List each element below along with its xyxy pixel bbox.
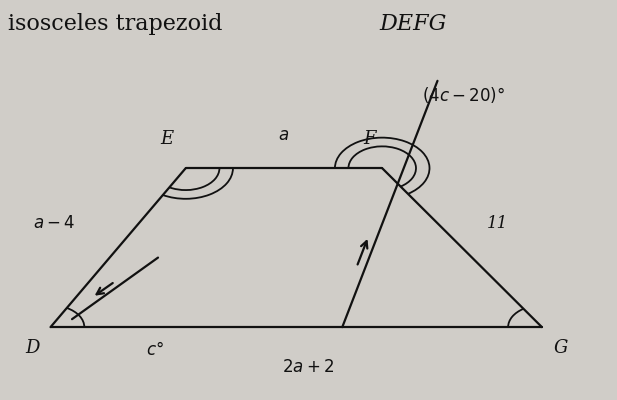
Text: DEFG: DEFG	[379, 13, 447, 35]
Text: $a$: $a$	[278, 127, 289, 144]
Text: G: G	[553, 339, 568, 357]
Text: $2a+2$: $2a+2$	[283, 359, 334, 376]
Text: 11: 11	[487, 215, 508, 232]
Text: F: F	[363, 130, 376, 148]
Text: $(4c-20)°$: $(4c-20)°$	[422, 85, 505, 105]
Text: $c°$: $c°$	[146, 341, 164, 359]
Text: D: D	[25, 339, 39, 357]
Text: E: E	[160, 130, 174, 148]
Text: isosceles trapezoid: isosceles trapezoid	[7, 13, 229, 35]
Text: $a-4$: $a-4$	[33, 215, 75, 232]
